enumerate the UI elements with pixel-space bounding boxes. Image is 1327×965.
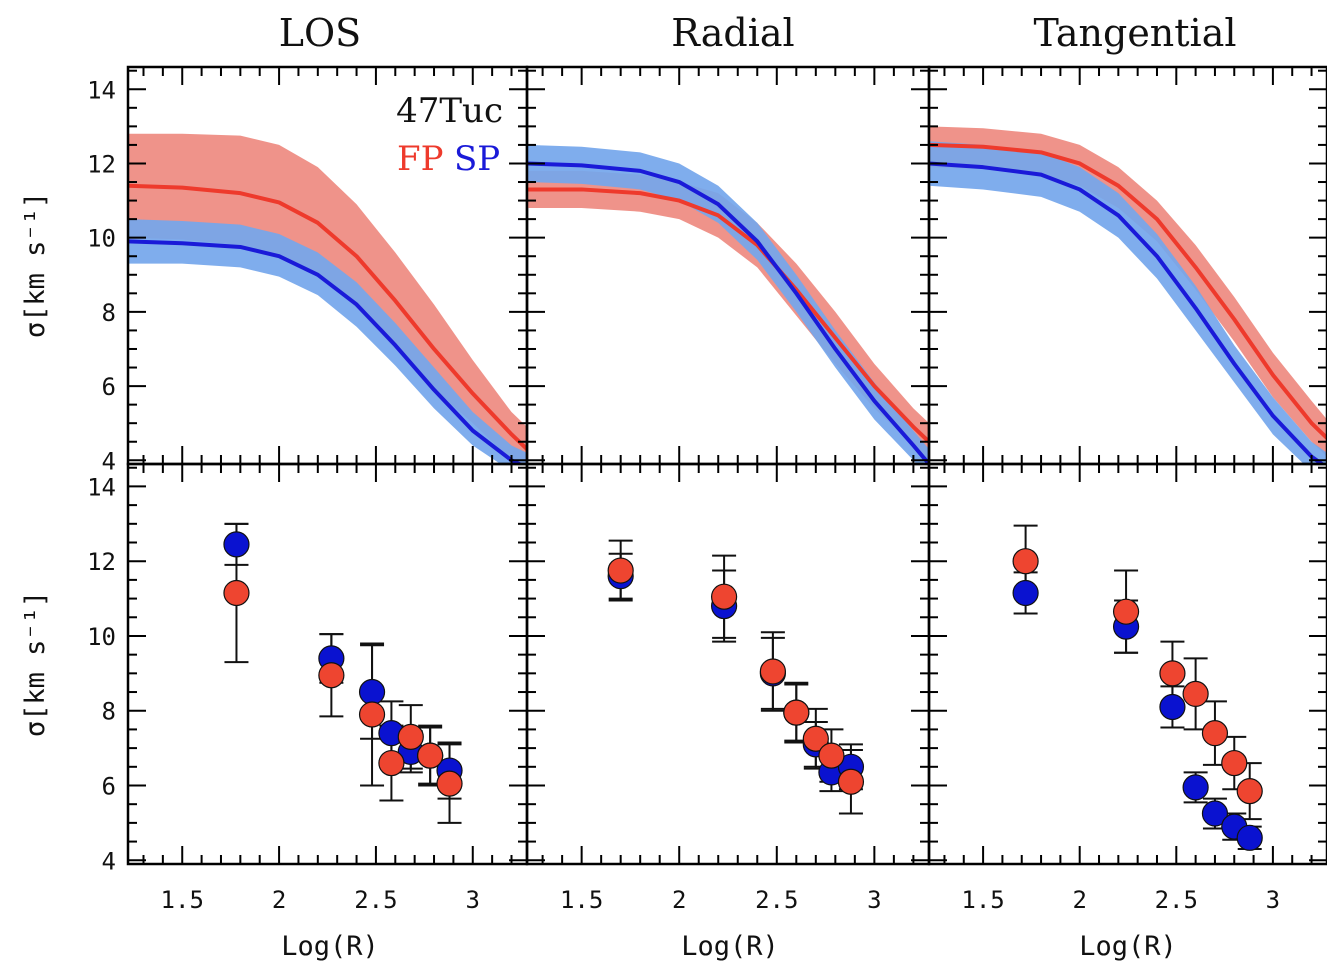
panel-2-plot bbox=[929, 126, 1327, 464]
fp-data-point bbox=[1236, 778, 1263, 805]
fp-model-line-panel-0 bbox=[128, 183, 527, 451]
x-tick-label: 2.5 bbox=[1155, 886, 1198, 914]
fp-data-point bbox=[837, 768, 865, 795]
sp-data-point bbox=[1201, 800, 1229, 827]
panel-4-plot bbox=[607, 539, 865, 815]
sp-data-point bbox=[358, 678, 386, 706]
panel-4-frame bbox=[525, 462, 931, 866]
fp-data-point bbox=[1159, 660, 1186, 687]
fp-data-point bbox=[607, 557, 634, 584]
x-tick-label: 1.5 bbox=[560, 886, 603, 914]
fp-data-point bbox=[1201, 720, 1229, 747]
sp-data-point bbox=[223, 531, 250, 558]
title-los: LOS bbox=[279, 11, 361, 55]
x-tick-label: 1.5 bbox=[961, 886, 1004, 914]
y-tick-label: 14 bbox=[87, 76, 116, 104]
fp-data-point bbox=[783, 699, 810, 726]
fp-data-point bbox=[759, 658, 786, 685]
x-tick-label: 2.5 bbox=[354, 886, 397, 914]
sp-data-point bbox=[1182, 774, 1209, 801]
panel-1-plot bbox=[527, 144, 929, 464]
fp-data-point bbox=[1182, 680, 1209, 708]
fp-data-point bbox=[802, 725, 829, 752]
x-axis-label-radial: Log(R) bbox=[681, 931, 779, 962]
y-tick-label: 12 bbox=[87, 548, 116, 576]
y-tick-label: 8 bbox=[102, 299, 116, 327]
y-tick-label: 10 bbox=[87, 225, 116, 253]
y-axis-label-bottom: σ[km s⁻¹] bbox=[20, 591, 51, 737]
panel-5-plot bbox=[1012, 524, 1263, 851]
legend-sp-label: SP bbox=[454, 139, 500, 179]
y-tick-label: 6 bbox=[102, 772, 116, 800]
y-axis-label-top: σ[km s⁻¹] bbox=[20, 192, 51, 338]
x-tick-label: 3 bbox=[1266, 886, 1280, 914]
fp-model-line-panel-1 bbox=[527, 187, 929, 444]
sp-model-line-panel-0 bbox=[128, 239, 524, 464]
x-tick-label: 3 bbox=[466, 886, 480, 914]
title-radial: Radial bbox=[671, 11, 794, 55]
sp-data-point bbox=[1012, 579, 1039, 607]
fp-data-point bbox=[358, 701, 386, 728]
sp-band-panel-1 bbox=[527, 144, 929, 464]
cluster-label: 47Tuc bbox=[396, 91, 503, 131]
y-tick-label: 14 bbox=[87, 473, 116, 501]
y-tick-label: 8 bbox=[102, 698, 116, 726]
fp-data-point bbox=[417, 742, 444, 769]
x-axis-label-tangential: Log(R) bbox=[1079, 931, 1177, 962]
x-tick-label: 2 bbox=[672, 886, 686, 914]
y-tick-label: 10 bbox=[87, 623, 116, 651]
fp-data-point bbox=[1112, 598, 1140, 625]
fp-data-point bbox=[397, 723, 424, 750]
x-tick-label: 2 bbox=[1072, 886, 1086, 914]
fp-data-point bbox=[378, 749, 405, 777]
x-tick-label: 2.5 bbox=[755, 886, 798, 914]
y-tick-label: 6 bbox=[102, 373, 116, 401]
x-axis-label-los: Log(R) bbox=[281, 931, 379, 962]
y-tick-label: 12 bbox=[87, 150, 116, 178]
panel-0-plot bbox=[128, 133, 527, 464]
title-tangential: Tangential bbox=[1033, 11, 1236, 55]
fp-data-point bbox=[223, 579, 250, 607]
x-tick-label: 2 bbox=[272, 886, 286, 914]
fp-data-point bbox=[318, 662, 345, 689]
panel-5-frame bbox=[927, 462, 1327, 866]
fp-data-point bbox=[1012, 548, 1039, 575]
x-tick-label: 3 bbox=[867, 886, 881, 914]
y-tick-label: 4 bbox=[102, 847, 116, 875]
fp-data-point bbox=[818, 742, 845, 769]
panel-3-plot bbox=[223, 522, 463, 824]
sp-data-point bbox=[1236, 824, 1263, 851]
fp-data-point bbox=[1221, 749, 1248, 777]
sp-model-line-panel-2 bbox=[929, 161, 1326, 464]
fp-data-point bbox=[436, 770, 463, 797]
y-tick-label: 4 bbox=[102, 447, 116, 475]
x-tick-label: 1.5 bbox=[161, 886, 204, 914]
fp-data-point bbox=[710, 583, 738, 610]
fp-model-line-panel-2 bbox=[929, 142, 1327, 440]
sp-model-line-panel-1 bbox=[527, 161, 929, 464]
legend-fp-label: FP bbox=[397, 139, 443, 179]
sp-data-point bbox=[1159, 693, 1186, 721]
